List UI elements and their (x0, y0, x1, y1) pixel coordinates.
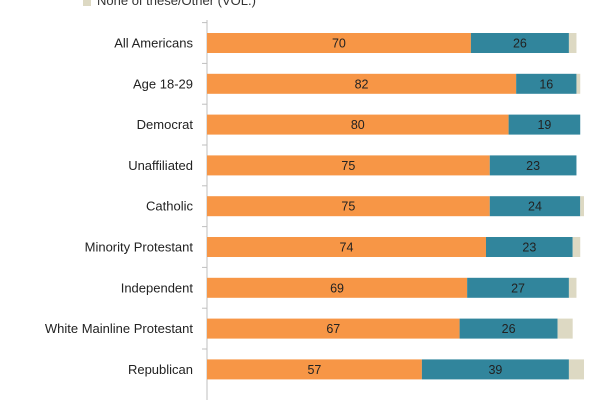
bar-series-2 (568, 277, 577, 298)
bar-series-2 (572, 237, 581, 257)
data-label-series-0: 69 (330, 281, 344, 295)
bar-series-0 (207, 277, 468, 298)
category-label: Republican (128, 362, 193, 377)
data-label-series-0: 82 (355, 77, 369, 91)
bar-series-0 (207, 359, 422, 380)
bar-series-1 (516, 73, 577, 94)
bar-series-0 (207, 237, 486, 257)
bar-series-2 (568, 33, 577, 53)
bar-series-0 (207, 318, 460, 339)
data-label-series-0: 57 (307, 363, 321, 377)
bar-series-1 (421, 359, 569, 380)
bar-series-2 (576, 73, 581, 94)
legend-swatch-none-other (83, 0, 91, 6)
data-label-series-1: 23 (526, 159, 540, 173)
legend-label-none-other: None of these/Other (VOL.) (97, 0, 256, 8)
category-label: Democrat (137, 117, 194, 132)
data-label-series-0: 67 (326, 322, 340, 336)
data-label-series-1: 39 (488, 363, 502, 377)
data-label-series-0: 80 (351, 118, 365, 132)
data-label-series-1: 16 (539, 77, 553, 91)
category-label: All Americans (114, 36, 193, 51)
category-label: Unaffiliated (128, 158, 193, 173)
data-label-series-0: 74 (340, 241, 354, 255)
bar-series-0 (207, 33, 471, 53)
bar-series-0 (207, 155, 490, 176)
bar-series-1 (470, 33, 569, 53)
bar-series-1 (467, 277, 569, 298)
category-label: Age 18-29 (133, 76, 193, 91)
bar-series-0 (207, 114, 509, 135)
data-label-series-0: 75 (341, 200, 355, 214)
data-label-series-1: 19 (537, 118, 551, 132)
category-label: Catholic (146, 199, 193, 214)
data-label-series-1: 27 (511, 281, 525, 295)
data-label-series-1: 23 (522, 241, 536, 255)
bar-series-1 (489, 155, 577, 176)
category-label: White Mainline Protestant (45, 321, 194, 336)
bar-series-2 (580, 196, 584, 217)
bar-series-1 (489, 196, 581, 217)
bar-series-0 (207, 73, 517, 94)
bar-series-1 (508, 114, 581, 135)
data-label-series-0: 75 (341, 159, 355, 173)
bar-series-2 (557, 318, 573, 339)
data-label-series-1: 26 (513, 37, 527, 51)
category-label: Minority Protestant (85, 240, 194, 255)
bar-series-1 (485, 237, 573, 257)
data-label-series-1: 24 (528, 200, 542, 214)
category-label: Independent (121, 280, 194, 295)
bar-series-0 (207, 196, 490, 217)
bar-series-2 (568, 359, 584, 380)
data-label-series-1: 26 (502, 322, 516, 336)
data-label-series-0: 70 (332, 37, 346, 51)
bar-series-1 (459, 318, 558, 339)
